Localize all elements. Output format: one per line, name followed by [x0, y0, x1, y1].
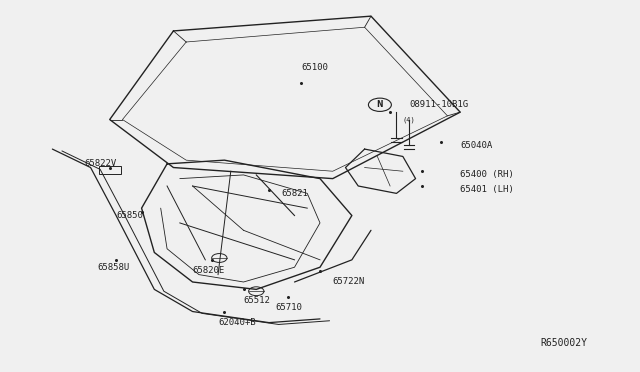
Text: (4): (4) [403, 116, 415, 123]
Text: 65821: 65821 [282, 189, 308, 198]
Text: N: N [377, 100, 383, 109]
Text: 65512: 65512 [244, 296, 271, 305]
Text: 65722N: 65722N [333, 278, 365, 286]
Text: 65040A: 65040A [460, 141, 492, 150]
Text: 65822V: 65822V [84, 159, 116, 169]
Text: 62040+B: 62040+B [218, 318, 255, 327]
Text: 65850: 65850 [116, 211, 143, 220]
Text: 65100: 65100 [301, 63, 328, 72]
Text: 65401 (LH): 65401 (LH) [460, 185, 514, 194]
Text: 08911-10B1G: 08911-10B1G [409, 100, 468, 109]
Text: 65858U: 65858U [97, 263, 129, 272]
Text: 65710: 65710 [275, 303, 302, 312]
Text: 65400 (RH): 65400 (RH) [460, 170, 514, 179]
Text: R650002Y: R650002Y [541, 339, 588, 349]
Text: 65820E: 65820E [193, 266, 225, 275]
